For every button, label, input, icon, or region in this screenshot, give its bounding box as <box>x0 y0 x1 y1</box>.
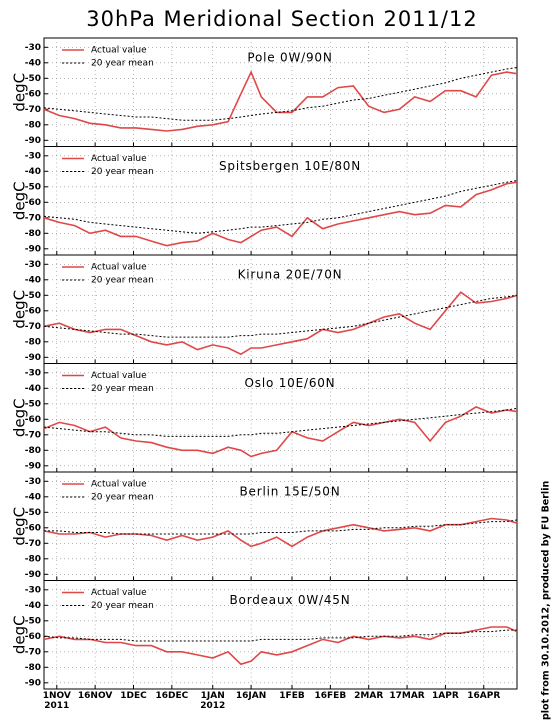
panel-frame <box>43 580 518 690</box>
y-tick-label: -60 <box>25 89 41 99</box>
panel-title: Bordeaux 0W/45N <box>230 593 351 607</box>
x-tick-label: 17MAR <box>389 691 425 701</box>
series-line <box>43 180 518 234</box>
legend-label: 20 year mean <box>91 493 154 503</box>
y-tick-label: -80 <box>25 229 41 239</box>
series-line <box>43 181 518 247</box>
y-tick-label: -50 <box>25 291 41 301</box>
x-tick-label: 1APR <box>432 691 459 701</box>
y-tick-label: -50 <box>25 74 41 84</box>
series-line <box>43 626 518 666</box>
x-tick-label: 1FEB <box>279 691 305 701</box>
legend-label: 20 year mean <box>91 276 154 286</box>
legend-label: Actual value <box>91 154 147 164</box>
y-tick-label: -70 <box>25 647 41 657</box>
x-tick-label: 2MAR <box>354 691 384 701</box>
x-tick-label: 16FEB <box>314 691 347 701</box>
x-tick-label: 1DEC <box>120 691 147 701</box>
y-tick-label: -90 <box>25 353 41 363</box>
series-line <box>43 294 518 338</box>
legend-label: 20 year mean <box>91 59 154 69</box>
y-tick-label: -80 <box>25 663 41 673</box>
y-tick-label: -50 <box>25 399 41 409</box>
y-axis-label: degC <box>11 73 29 112</box>
y-axis-label: degC <box>11 398 29 437</box>
y-axis-label: degC <box>11 181 29 220</box>
legend-label: Actual value <box>91 371 147 381</box>
x-tick-label: 1NOV 2011 <box>42 691 71 711</box>
y-tick-label: -70 <box>25 322 41 332</box>
panel-title: Berlin 15E/50N <box>240 485 341 499</box>
y-tick-label: -70 <box>25 213 41 223</box>
y-tick-label: -30 <box>25 260 41 270</box>
y-tick-label: -30 <box>25 585 41 595</box>
legend-label: Actual value <box>91 46 147 56</box>
y-tick-label: -40 <box>25 384 41 394</box>
y-tick-label: -60 <box>25 306 41 316</box>
panel-frame <box>43 471 518 581</box>
y-tick-label: -70 <box>25 105 41 115</box>
y-tick-label: -60 <box>25 198 41 208</box>
y-axis-label: degC <box>11 507 29 546</box>
y-tick-label: -30 <box>25 477 41 487</box>
y-tick-label: -60 <box>25 523 41 533</box>
y-tick-label: -30 <box>25 368 41 378</box>
y-tick-label: -30 <box>25 43 41 53</box>
y-axis-label: degC <box>11 290 29 329</box>
legend-label: 20 year mean <box>91 384 154 394</box>
legend-label: Actual value <box>91 263 147 273</box>
y-tick-label: -50 <box>25 616 41 626</box>
y-tick-label: -30 <box>25 151 41 161</box>
y-tick-label: -70 <box>25 539 41 549</box>
y-tick-label: -40 <box>25 167 41 177</box>
series-line <box>43 291 518 356</box>
y-axis-label: degC <box>11 615 29 654</box>
legend-label: 20 year mean <box>91 601 154 611</box>
legend-label: Actual value <box>91 588 147 598</box>
y-tick-label: -90 <box>25 570 41 580</box>
y-tick-label: -90 <box>25 678 41 688</box>
y-tick-label: -60 <box>25 415 41 425</box>
y-tick-label: -90 <box>25 136 41 146</box>
legend-label: Actual value <box>91 480 147 490</box>
x-tick-label: 16DEC <box>155 691 189 701</box>
figure-title: 30hPa Meridional Section 2011/12 <box>86 7 477 31</box>
y-tick-label: -80 <box>25 120 41 130</box>
y-tick-label: -50 <box>25 182 41 192</box>
series-line <box>43 407 518 437</box>
y-tick-label: -80 <box>25 446 41 456</box>
y-tick-label: -90 <box>25 244 41 254</box>
x-tick-label: 16APR <box>467 691 501 701</box>
y-tick-label: -60 <box>25 632 41 642</box>
x-tick-label: 16NOV <box>77 691 113 701</box>
panel-title: Oslo 10E/60N <box>245 376 336 390</box>
credit: plot from 30.10.2012, produced by FU Ber… <box>541 481 552 720</box>
series-line <box>43 67 518 121</box>
y-tick-label: -40 <box>25 601 41 611</box>
legend-label: 20 year mean <box>91 167 154 177</box>
y-tick-label: -70 <box>25 430 41 440</box>
panel-title: Pole 0W/90N <box>247 51 332 65</box>
x-tick-label: 16JAN <box>235 691 267 701</box>
panel-title: Spitsbergen 10E/80N <box>219 159 361 173</box>
y-tick-label: -80 <box>25 337 41 347</box>
series-line <box>43 629 517 642</box>
series-line <box>44 519 518 535</box>
y-tick-label: -40 <box>25 492 41 502</box>
y-tick-label: -50 <box>25 508 41 518</box>
panel-frame <box>43 363 518 473</box>
y-tick-label: -80 <box>25 554 41 564</box>
y-tick-label: -90 <box>25 461 41 471</box>
x-tick-label: 1JAN 2012 <box>200 691 226 711</box>
y-tick-label: -40 <box>25 275 41 285</box>
series-line <box>43 406 518 458</box>
y-tick-label: -40 <box>25 58 41 68</box>
panel-title: Kiruna 20E/70N <box>238 268 343 282</box>
